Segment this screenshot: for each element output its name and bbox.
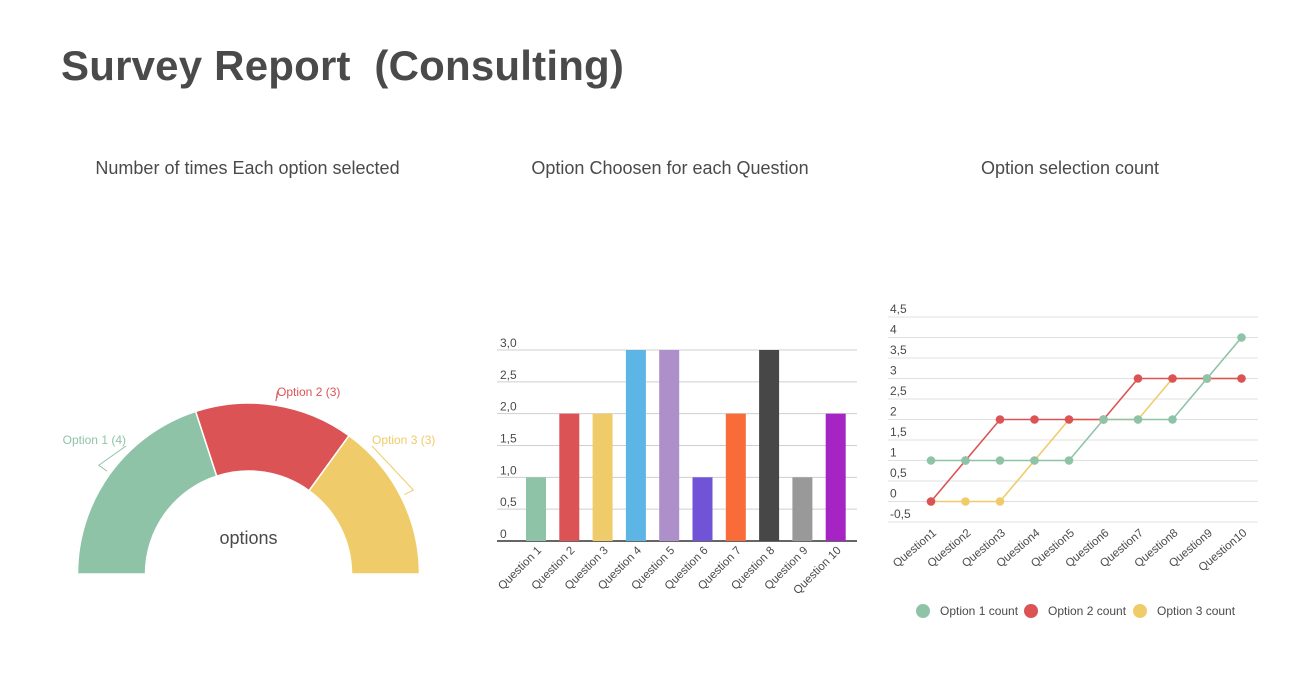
line-y-tick-label: -0,5 [890, 507, 911, 521]
legend-marker-1 [916, 604, 930, 618]
line-series-2 [930, 377, 1242, 503]
line-y-tick-label: 2 [890, 405, 897, 419]
bar-chart-title: Option Choosen for each Question [531, 158, 809, 178]
bar-3 [592, 413, 613, 541]
line-point [1237, 333, 1246, 342]
line-point [995, 415, 1005, 424]
bar-y-tick-label: 1,0 [500, 463, 517, 477]
line-point [1030, 456, 1039, 465]
line-point [1133, 415, 1143, 424]
line-point [961, 456, 970, 465]
bar-2 [559, 413, 580, 541]
line-point [961, 497, 970, 506]
line-point [1099, 415, 1108, 424]
line-y-tick-label: 3,5 [890, 343, 907, 357]
bar-y-tick-label: 3,0 [500, 336, 517, 350]
line-point [1064, 415, 1074, 424]
line-chart-title: Option selection count [980, 158, 1160, 178]
line-y-tick-label: 0,5 [890, 466, 907, 480]
bar-y-tick-label: 2,0 [500, 400, 517, 414]
line-point [1168, 374, 1177, 383]
bar-5 [659, 350, 680, 541]
gauge-center-label: options [219, 528, 277, 548]
gauge-slice-label: Option 2 (3) [277, 385, 340, 399]
bar-10 [825, 413, 846, 541]
gauge-slice-label: Option 1 (4) [63, 433, 126, 447]
line-point [1030, 415, 1039, 424]
line-y-tick-label: 4,5 [890, 302, 907, 316]
gauge-leader-line [97, 445, 127, 472]
line-point [1168, 415, 1177, 424]
gauge-leader-line [371, 445, 415, 495]
bar-4 [625, 350, 646, 541]
bar-6 [692, 477, 713, 541]
gauge-leader-line [275, 391, 278, 402]
line-y-tick-label: 1 [890, 446, 897, 460]
legend-label-1: Option 1 count [940, 604, 1019, 618]
legend-marker-2 [1024, 604, 1038, 618]
bar-y-tick-label: 0,5 [500, 495, 517, 509]
bar-8 [759, 350, 780, 541]
bar-1 [526, 477, 546, 541]
bar-y-tick-label: 2,5 [500, 368, 517, 382]
line-series-1 [931, 336, 1243, 462]
bar-7 [725, 413, 746, 541]
line-point [995, 497, 1005, 506]
gauge-chart-title: Number of times Each option selected [95, 158, 400, 178]
line-point [926, 456, 936, 465]
line-y-tick-label: 1,5 [890, 425, 907, 439]
bar-9 [792, 477, 813, 541]
gauge-slice-label: Option 3 (3) [372, 433, 435, 447]
bar-y-tick-label: 1,5 [500, 432, 517, 446]
line-y-tick-label: 4 [890, 323, 897, 337]
legend-label-3: Option 3 count [1157, 604, 1236, 618]
legend-marker-3 [1133, 604, 1147, 618]
line-point [1202, 374, 1212, 383]
line-y-tick-label: 0 [890, 487, 897, 501]
line-point [1064, 456, 1074, 465]
bar-y-tick-label: 0 [500, 527, 507, 541]
line-point [995, 456, 1005, 465]
page-title: Survey Report (Consulting) [61, 42, 625, 89]
line-point [926, 497, 936, 506]
line-point [1237, 374, 1246, 383]
line-y-tick-label: 3 [890, 364, 897, 378]
line-y-tick-label: 2,5 [890, 384, 907, 398]
line-point [1133, 374, 1143, 383]
gauge-slice-3 [307, 434, 421, 575]
legend-label-2: Option 2 count [1048, 604, 1127, 618]
